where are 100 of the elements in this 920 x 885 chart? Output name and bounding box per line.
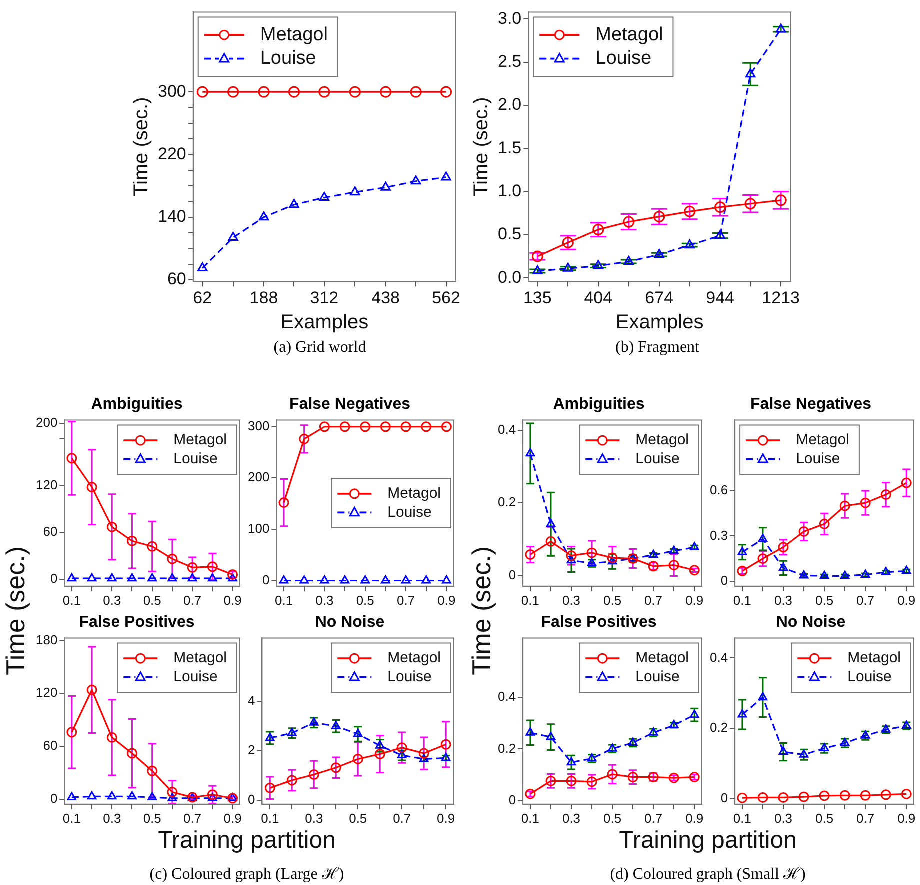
point bbox=[819, 518, 830, 530]
point bbox=[67, 792, 77, 801]
point bbox=[318, 86, 330, 98]
point bbox=[607, 769, 618, 780]
legend-label: Louise bbox=[174, 668, 218, 686]
point bbox=[208, 793, 218, 802]
x-tick-label: 0.1 bbox=[274, 592, 294, 608]
point bbox=[148, 792, 157, 801]
point bbox=[168, 573, 178, 582]
point bbox=[778, 542, 789, 553]
x-tick-label: 0.9 bbox=[437, 810, 456, 826]
x-tick-label: 0.3 bbox=[316, 592, 334, 608]
point bbox=[319, 192, 330, 202]
y-tick-label: 0.4 bbox=[710, 650, 728, 665]
point bbox=[799, 570, 809, 579]
y-tick-label: 0.5 bbox=[498, 224, 522, 244]
point bbox=[258, 86, 270, 98]
x-tick-label: 0.3 bbox=[562, 810, 581, 826]
point bbox=[526, 728, 536, 736]
legend-label: Metagol bbox=[174, 650, 228, 667]
point bbox=[758, 534, 768, 542]
point bbox=[128, 791, 137, 800]
chart-title: False Positives bbox=[79, 614, 195, 632]
point bbox=[566, 555, 576, 564]
point bbox=[380, 422, 391, 432]
x-tick-label: 0.9 bbox=[224, 592, 242, 608]
x-tick-label: 0.3 bbox=[103, 810, 122, 826]
point bbox=[624, 256, 634, 265]
point bbox=[320, 576, 330, 584]
point bbox=[840, 570, 850, 580]
y-axis-title: Time (sec.) bbox=[0, 546, 32, 676]
point bbox=[410, 176, 422, 185]
point bbox=[593, 260, 604, 270]
point bbox=[228, 232, 238, 241]
point bbox=[421, 422, 432, 432]
x-tick-label: 312 bbox=[310, 288, 339, 308]
x-tick-label: 944 bbox=[706, 288, 735, 308]
y-tick-label: 0.2 bbox=[498, 740, 516, 756]
x-tick-label: 0.5 bbox=[349, 810, 368, 826]
legend-label: Louise bbox=[260, 48, 316, 70]
legend-label: Louise bbox=[388, 668, 432, 686]
point bbox=[208, 573, 218, 582]
x-axis-title: Training partition bbox=[619, 827, 797, 855]
x-tick-label: 0.5 bbox=[143, 810, 162, 826]
point bbox=[66, 727, 78, 738]
point bbox=[374, 749, 386, 760]
y-tick-label: 3.0 bbox=[498, 8, 522, 28]
x-tick-label: 0.7 bbox=[644, 810, 663, 826]
y-tick-label: 4 bbox=[248, 693, 256, 708]
legend-label: Louise bbox=[636, 668, 680, 686]
chart-title: No Noise bbox=[315, 614, 385, 632]
point bbox=[375, 740, 385, 749]
point bbox=[586, 548, 598, 558]
point bbox=[440, 739, 452, 750]
point bbox=[340, 576, 350, 584]
point bbox=[331, 721, 341, 730]
x-tick-label: 0.9 bbox=[224, 810, 242, 826]
point bbox=[167, 554, 178, 564]
point bbox=[690, 542, 700, 550]
x-tick-label: 0.9 bbox=[438, 592, 456, 608]
point bbox=[668, 560, 680, 571]
y-tick-label: 180 bbox=[36, 632, 58, 648]
x-tick-label: 0.3 bbox=[305, 810, 324, 826]
x-tick-label: 0.3 bbox=[562, 592, 581, 608]
point bbox=[441, 422, 452, 432]
x-tick-label: 404 bbox=[584, 288, 613, 308]
x-tick-label: 0.1 bbox=[733, 592, 752, 608]
point bbox=[440, 86, 452, 98]
text: (b) Fragment bbox=[616, 339, 700, 357]
point bbox=[840, 500, 850, 512]
point bbox=[860, 570, 870, 578]
legend-label: Metagol bbox=[388, 650, 442, 667]
point bbox=[228, 573, 238, 582]
x-tick-label: 0.9 bbox=[686, 592, 704, 608]
point bbox=[148, 573, 157, 582]
point bbox=[441, 172, 452, 181]
x-tick-label: 0.3 bbox=[774, 810, 793, 826]
point bbox=[380, 182, 391, 191]
point bbox=[684, 240, 695, 249]
legend-label: Louise bbox=[596, 48, 652, 70]
point bbox=[776, 24, 786, 33]
x-tick-label: 0.9 bbox=[686, 810, 704, 826]
point bbox=[566, 776, 577, 786]
y-axis-title: Time (sec.) bbox=[466, 546, 498, 676]
legend-label: Metagol bbox=[260, 24, 328, 46]
x-tick-label: 135 bbox=[523, 288, 552, 308]
point bbox=[648, 550, 658, 558]
point bbox=[126, 748, 138, 759]
point bbox=[188, 573, 198, 582]
y-tick-label: 0.2 bbox=[710, 720, 728, 736]
x-tick-label: 0.1 bbox=[733, 810, 752, 826]
text: (c) Coloured graph (Large ℋ) bbox=[150, 865, 344, 884]
point bbox=[167, 787, 178, 798]
legend-label: Metagol bbox=[388, 485, 442, 502]
point bbox=[349, 86, 361, 98]
point bbox=[381, 576, 390, 584]
point bbox=[319, 422, 330, 432]
y-tick-label: 200 bbox=[36, 414, 58, 430]
point bbox=[607, 552, 618, 564]
y-tick-label: 0 bbox=[248, 792, 256, 808]
